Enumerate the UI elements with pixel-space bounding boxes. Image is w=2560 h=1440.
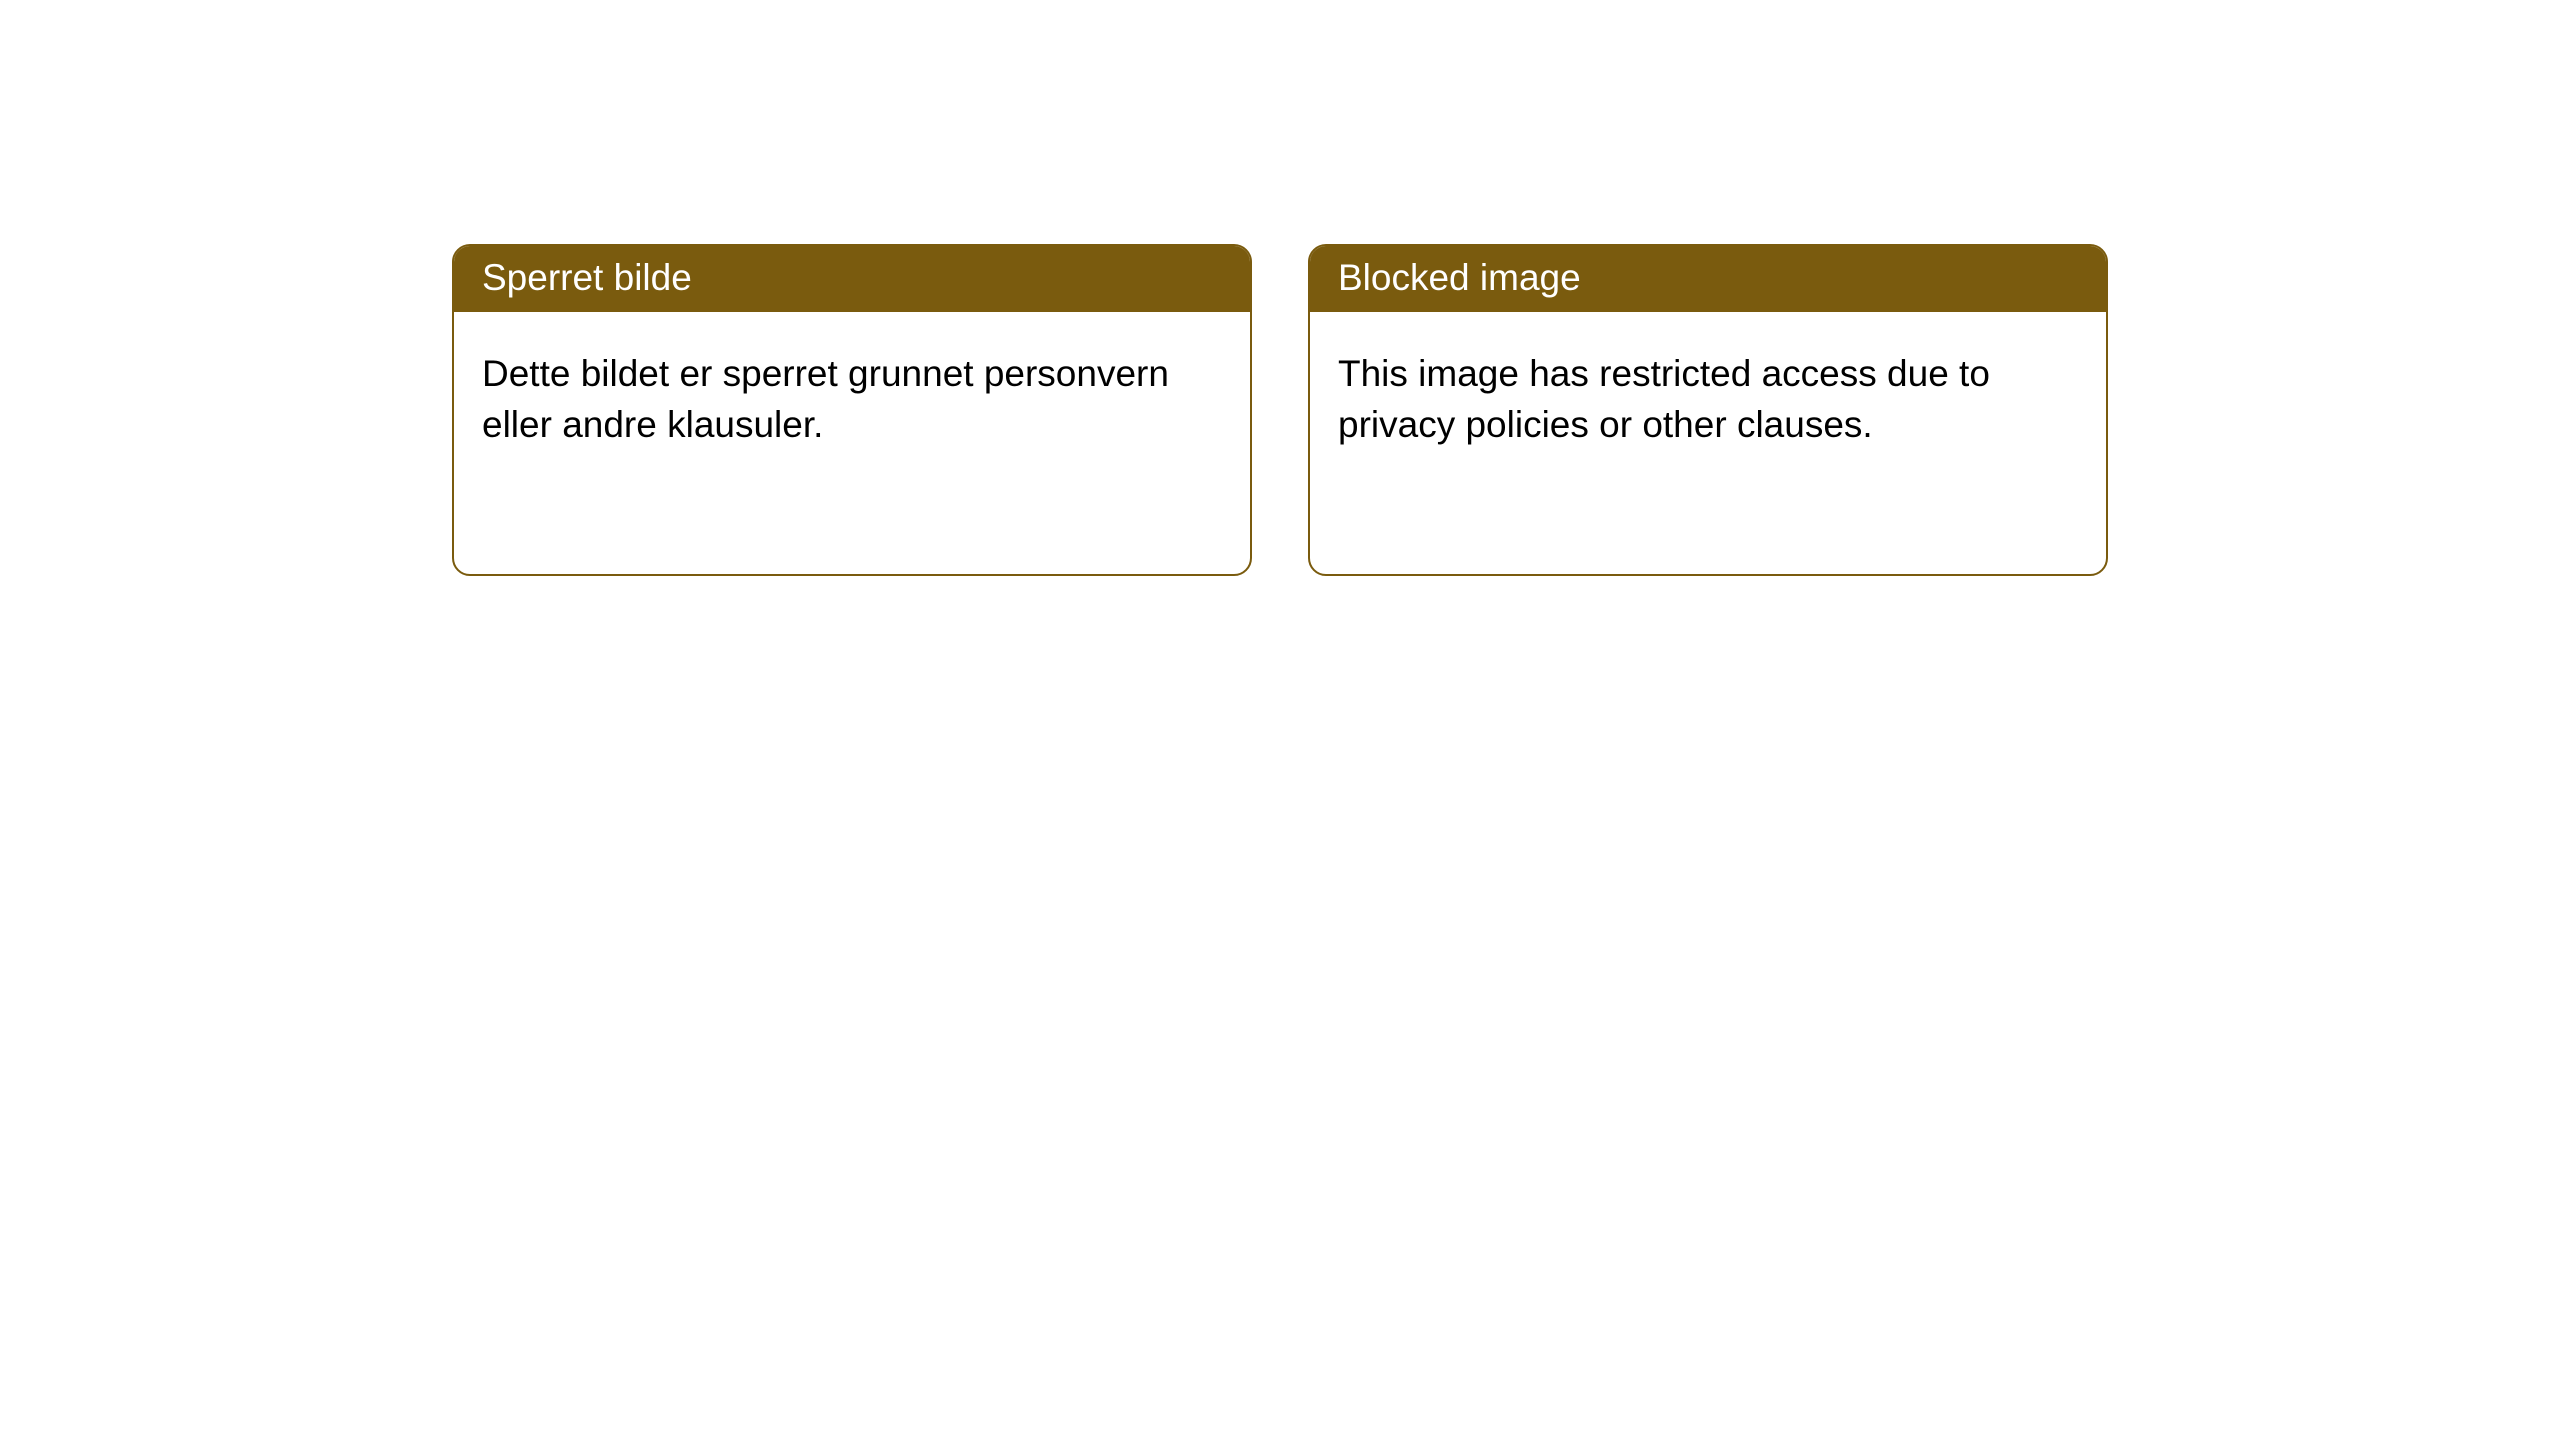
notice-box-english: Blocked image This image has restricted … bbox=[1308, 244, 2108, 576]
notice-body-english: This image has restricted access due to … bbox=[1310, 312, 2106, 486]
notice-header-english: Blocked image bbox=[1310, 246, 2106, 312]
notice-container: Sperret bilde Dette bildet er sperret gr… bbox=[0, 0, 2560, 576]
notice-body-norwegian: Dette bildet er sperret grunnet personve… bbox=[454, 312, 1250, 486]
notice-box-norwegian: Sperret bilde Dette bildet er sperret gr… bbox=[452, 244, 1252, 576]
notice-header-norwegian: Sperret bilde bbox=[454, 246, 1250, 312]
